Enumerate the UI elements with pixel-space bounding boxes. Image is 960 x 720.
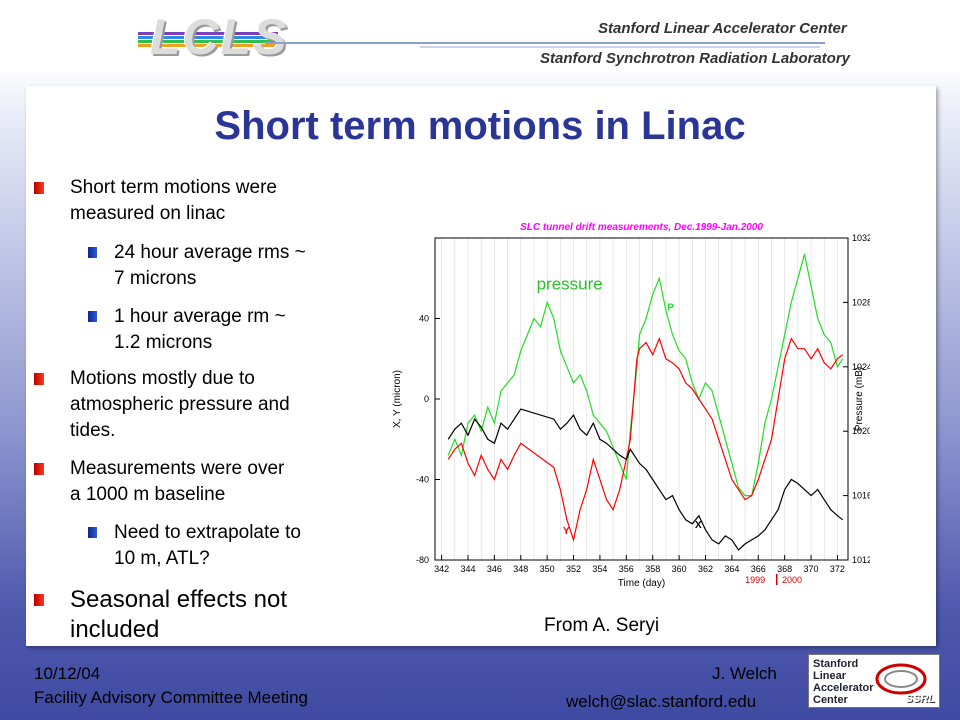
year-2000-label: 2000: [782, 575, 802, 585]
series-x-label: X: [695, 520, 702, 531]
ssrl-ring-icon: [875, 663, 927, 695]
bullet-marker: [34, 594, 44, 606]
x-tick-label: 366: [751, 564, 766, 574]
bullet-line: tides.: [70, 420, 116, 441]
series-y-label: Y: [563, 526, 570, 537]
y2-tick-label: 1012: [852, 555, 870, 565]
bullet-line: 7 microns: [114, 268, 197, 289]
x-tick-label: 350: [540, 564, 555, 574]
badge-line: Accelerator: [813, 682, 874, 694]
badge-line: Stanford: [813, 658, 859, 670]
bullet-line: Short term motions were: [70, 177, 277, 198]
x-tick-label: 368: [777, 564, 792, 574]
bullet-text: Motions mostly due to atmospheric pressu…: [70, 366, 290, 444]
badge-line: Linear: [813, 670, 847, 682]
y2-tick-label: 1024: [852, 362, 870, 372]
drift-chart: SLC tunnel drift measurements, Dec.1999-…: [392, 222, 870, 589]
logo-stripes: [138, 32, 278, 47]
bullet-text: Measurements were over a 1000 m baseline: [70, 456, 284, 508]
bullet-line: 10 m, ATL?: [114, 548, 210, 569]
x-tick-label: 362: [698, 564, 713, 574]
y-tick-label: 40: [419, 314, 429, 324]
y-tick-label: 0: [424, 394, 429, 404]
sub-bullet-text: Need to extrapolate to 10 m, ATL?: [114, 520, 301, 572]
x-tick-label: 364: [724, 564, 739, 574]
header-rule-1: [265, 42, 825, 44]
y-tick-label: -40: [416, 475, 429, 485]
bullet-line: atmospheric pressure and: [70, 394, 290, 415]
header-rule-2: [420, 46, 820, 48]
y-tick-label: -80: [416, 555, 429, 565]
sub-bullet-marker: [88, 311, 97, 322]
series-x-line: [447, 408, 844, 551]
x-tick-label: 344: [460, 564, 475, 574]
bullet-line: Motions mostly due to: [70, 368, 255, 389]
bullet-line: Need to extrapolate to: [114, 522, 301, 543]
year-1999-label: 1999: [745, 575, 765, 585]
y2-tick-label: 1032: [852, 233, 870, 243]
x-axis-label: Time (day): [618, 578, 665, 589]
y2-tick-label: 1028: [852, 297, 870, 307]
bullet-marker: [34, 373, 44, 385]
bullet-marker: [34, 182, 44, 194]
bullet-line: 1.2 microns: [114, 332, 213, 353]
y2-axis-label: Pressure (mB): [854, 367, 865, 431]
sub-bullet-text: 24 hour average rms ~ 7 microns: [114, 240, 306, 292]
sub-bullet-text: 1 hour average rm ~ 1.2 microns: [114, 304, 286, 356]
x-tick-label: 370: [804, 564, 819, 574]
footer-date: 10/12/04: [34, 664, 101, 683]
footer-author: J. Welch: [712, 664, 777, 683]
footer-email: welch@slac.stanford.edu: [566, 692, 757, 711]
bullet-marker: [34, 463, 44, 475]
x-tick-label: 352: [566, 564, 581, 574]
chart-title: SLC tunnel drift measurements, Dec.1999-…: [520, 222, 763, 233]
ssrl-label: SSRL: [905, 693, 935, 705]
series-p-label: P: [667, 302, 674, 313]
x-tick-label: 358: [645, 564, 660, 574]
slac-ssrl-logo: Stanford Linear Accelerator Center SSRL: [808, 654, 940, 708]
plot-frame: [434, 237, 849, 561]
y2-tick-label: 1020: [852, 426, 870, 436]
x-tick-label: 342: [434, 564, 449, 574]
x-tick-label: 372: [830, 564, 845, 574]
institution-slac: Stanford Linear Accelerator Center: [598, 20, 847, 37]
x-tick-label: 354: [592, 564, 607, 574]
series-y-line: [447, 336, 844, 543]
series-p-line: [447, 253, 844, 497]
sub-bullet-marker: [88, 247, 97, 258]
institution-ssrl: Stanford Synchrotron Radiation Laborator…: [540, 50, 851, 67]
x-tick-label: 360: [672, 564, 687, 574]
bullet-line: Measurements were over: [70, 458, 285, 479]
bullet-line: included: [70, 616, 160, 643]
slide-title: Short term motions in Linac: [214, 104, 746, 148]
y-axis-label: X, Y (micron): [392, 370, 403, 428]
pressure-annotation: pressure: [537, 275, 603, 294]
bullet-line: 1 hour average rm ~: [114, 306, 286, 327]
sub-bullet-marker: [88, 527, 97, 538]
bullet-line: a 1000 m baseline: [70, 484, 226, 505]
bullet-line: 24 hour average rms ~: [114, 242, 306, 263]
lcls-logo: LCLS: [150, 9, 289, 65]
x-tick-label: 356: [619, 564, 634, 574]
x-tick-label: 346: [487, 564, 502, 574]
bullet-text: Seasonal effects not included: [70, 585, 287, 645]
bullet-line: Seasonal effects not: [70, 586, 288, 613]
bullet-line: measured on linac: [70, 203, 226, 224]
chart-credit: From A. Seryi: [544, 615, 660, 636]
footer-meeting: Facility Advisory Committee Meeting: [34, 688, 308, 707]
x-tick-label: 348: [513, 564, 528, 574]
badge-line: Center: [813, 694, 848, 706]
bullet-text: Short term motions were measured on lina…: [70, 175, 277, 227]
y2-tick-label: 1016: [852, 491, 870, 501]
